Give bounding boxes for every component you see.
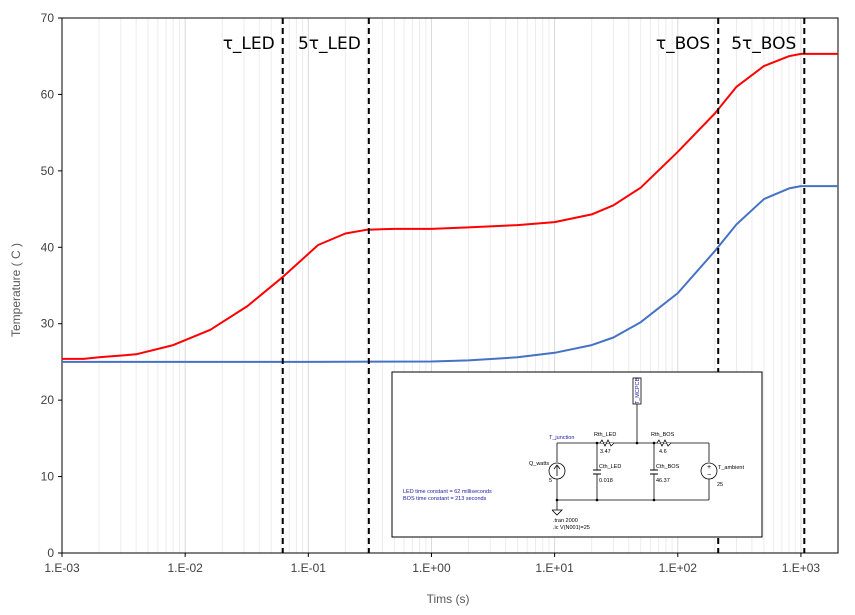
- node-dot: [652, 441, 656, 445]
- series-line-1: [62, 52, 838, 360]
- y-tick-label: 40: [41, 240, 55, 254]
- label-cth-led: Cth_LED: [599, 464, 621, 470]
- value-cth-led: 0.018: [599, 478, 613, 484]
- label-rth-bos: Rth_BOS: [651, 432, 675, 438]
- y-tick-label: 10: [41, 470, 55, 484]
- y-tick-label: 60: [41, 87, 55, 101]
- node-dot: [595, 441, 599, 445]
- t-mcpcb-label-flag: [632, 377, 642, 405]
- vline-label-4: 5τ_BOS: [731, 34, 796, 54]
- node-label-t-mcpcb: T_MCPCB: [635, 378, 641, 405]
- x-tick-label: 1.E+01: [535, 561, 574, 575]
- svg-text:−: −: [707, 472, 711, 479]
- rth-led-resistor: [599, 439, 615, 447]
- vline-label-3: τ_BOS: [656, 34, 710, 54]
- x-tick-label: 1.E+03: [782, 561, 821, 575]
- label-cth-bos: Cth_BOS: [656, 464, 680, 470]
- y-tick-label: 50: [41, 164, 55, 178]
- y-tick-labels: 0 10 20 30 40 50 60 70: [41, 11, 55, 560]
- circuit-schematic-inset: + − T_MCPCB T_junction Rth_LED 3.47 Rth_…: [391, 371, 763, 538]
- x-tick-labels: 1.E-03 1.E-02 1.E-01 1.E+00 1.E+01 1.E+02 1.E+…: [44, 561, 820, 575]
- node-dot: [555, 498, 559, 502]
- value-cth-bos: 46.37: [656, 478, 670, 484]
- t-ambient-voltage-source: [700, 462, 718, 480]
- node-dot: [595, 498, 599, 502]
- label-q-watts: Q_watts: [529, 461, 549, 467]
- label-rth-led: Rth_LED: [594, 432, 616, 438]
- x-tick-label: 1.E+02: [659, 561, 698, 575]
- x-axis-label: Tims (s): [427, 592, 470, 606]
- label-t-ambient: T_ambient: [718, 465, 744, 471]
- schematic-wires: [556, 404, 710, 510]
- y-tick-label: 20: [41, 393, 55, 407]
- vline-label-1: τ_LED: [223, 34, 275, 54]
- value-rth-led: 3.47: [600, 449, 611, 455]
- plot-frame: [61, 17, 839, 554]
- ground-icon: [551, 509, 563, 516]
- x-tick-label: 1.E-02: [167, 561, 203, 575]
- y-axis-label: Temperature ( C ): [9, 243, 23, 337]
- node-dot: [635, 441, 639, 445]
- series-lines: [62, 52, 838, 363]
- x-tick-label: 1.E+00: [412, 561, 451, 575]
- value-q-watts: 5: [549, 478, 552, 484]
- note-led-time-constant: LED time constant = 62 milliseconds: [403, 489, 492, 495]
- node-label-t-junction: T_junction: [549, 435, 574, 441]
- node-dot: [652, 498, 656, 502]
- directive-ic: .ic V(N001)=25: [553, 525, 590, 531]
- x-tick-label: 1.E-01: [291, 561, 327, 575]
- directive-tran: .tran 2000: [553, 518, 578, 524]
- y-tick-label: 70: [41, 11, 55, 25]
- inset-frame: [391, 371, 763, 538]
- y-tick-label: 0: [47, 546, 54, 560]
- axes: [58, 17, 839, 557]
- value-rth-bos: 4.6: [659, 449, 667, 455]
- svg-text:+: +: [707, 464, 711, 471]
- y-tick-label: 30: [41, 317, 55, 331]
- x-tick-label: 1.E-03: [44, 561, 80, 575]
- rth-bos-resistor: [656, 439, 672, 447]
- vline-label-2: 5τ_LED: [298, 34, 361, 54]
- series-line-2: [62, 185, 838, 363]
- value-t-ambient: 25: [717, 482, 723, 488]
- note-bos-time-constant: BOS time constant = 213 seconds: [403, 496, 487, 502]
